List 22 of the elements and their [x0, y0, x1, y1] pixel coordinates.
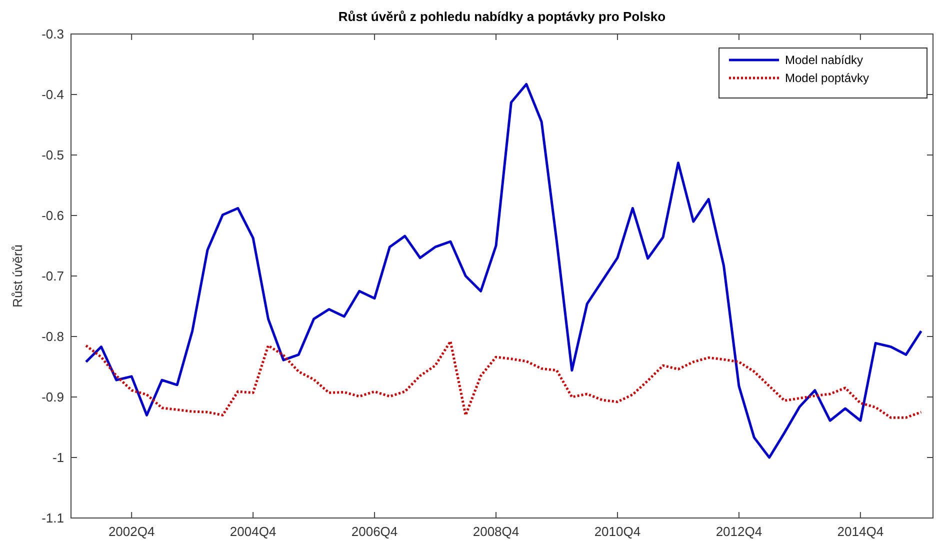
y-tick-label: -0.9 [42, 390, 64, 405]
y-tick-label: -0.3 [42, 26, 64, 42]
y-tick-label: -1 [52, 450, 64, 466]
y-tick-label: -0.7 [42, 268, 64, 284]
y-tick-label: -0.6 [42, 208, 64, 224]
x-tick-label: 2006Q4 [351, 524, 398, 539]
y-tick-label: -1.1 [42, 510, 64, 526]
x-tick-label: 2014Q4 [837, 524, 884, 539]
y-tick-label: -0.4 [42, 87, 64, 102]
x-tick-label: 2008Q4 [472, 524, 520, 539]
x-tick-label: 2010Q4 [594, 524, 641, 539]
x-tick-label: 2004Q4 [230, 524, 276, 539]
legend-label: Model poptávky [785, 71, 870, 86]
x-tick-label: 2002Q4 [108, 524, 155, 539]
legend-label: Model nabídky [785, 53, 864, 68]
y-tick-label: -0.5 [42, 148, 64, 163]
y-tick-label: -0.8 [42, 329, 64, 344]
x-tick-label: 2012Q4 [716, 524, 762, 539]
chart-title: Růst úvěrů z pohledu nabídky a poptávky pro Polsko [338, 9, 666, 24]
line-series [84, 82, 922, 459]
y-axis-title: Růst úvěrů [10, 244, 25, 308]
line-series [84, 340, 922, 419]
